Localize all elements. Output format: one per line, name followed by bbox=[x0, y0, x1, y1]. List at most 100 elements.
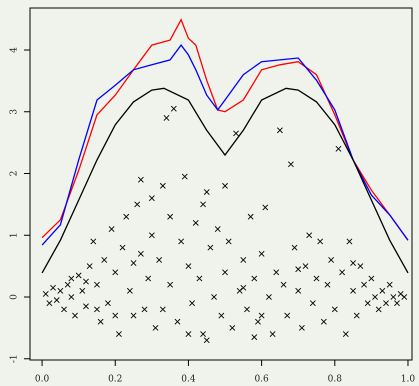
point bbox=[75, 272, 82, 279]
point bbox=[401, 294, 408, 300]
point bbox=[207, 244, 214, 251]
point bbox=[185, 331, 192, 337]
point bbox=[386, 281, 393, 288]
point bbox=[50, 284, 56, 291]
point bbox=[222, 269, 228, 276]
x-tick-label: 0.2 bbox=[108, 375, 122, 385]
point bbox=[189, 300, 196, 307]
point bbox=[269, 331, 276, 337]
point bbox=[390, 294, 397, 300]
point bbox=[141, 306, 148, 313]
point bbox=[317, 238, 324, 245]
x-tick-label: 0.8 bbox=[328, 375, 343, 385]
point bbox=[42, 291, 49, 297]
point bbox=[167, 213, 174, 220]
point bbox=[178, 238, 185, 245]
y-tick-label: 2 bbox=[10, 171, 20, 177]
point bbox=[108, 226, 115, 232]
point bbox=[181, 173, 188, 180]
point bbox=[156, 257, 163, 263]
point bbox=[313, 275, 320, 282]
point bbox=[174, 318, 181, 325]
point bbox=[94, 281, 100, 288]
point bbox=[46, 300, 53, 307]
point bbox=[159, 306, 166, 313]
point bbox=[94, 306, 100, 313]
point bbox=[68, 294, 75, 300]
point bbox=[368, 275, 375, 282]
point bbox=[112, 312, 119, 319]
point bbox=[112, 269, 119, 276]
point bbox=[240, 257, 247, 263]
point bbox=[90, 238, 97, 245]
point bbox=[302, 263, 309, 270]
point bbox=[258, 312, 265, 319]
point bbox=[383, 300, 389, 307]
point bbox=[309, 300, 316, 307]
point bbox=[163, 115, 170, 121]
point bbox=[130, 260, 137, 266]
point bbox=[137, 176, 144, 183]
x-tick-label: 0.0 bbox=[35, 375, 50, 385]
point bbox=[276, 127, 283, 134]
point bbox=[218, 312, 225, 319]
point bbox=[284, 312, 291, 319]
point bbox=[200, 331, 206, 337]
point bbox=[295, 266, 302, 273]
point bbox=[115, 331, 122, 337]
point bbox=[105, 300, 111, 307]
point bbox=[350, 260, 357, 266]
point bbox=[64, 281, 71, 288]
point bbox=[196, 275, 203, 282]
point bbox=[280, 281, 287, 288]
point bbox=[346, 238, 353, 245]
point bbox=[170, 105, 177, 112]
point bbox=[83, 303, 89, 310]
point bbox=[295, 287, 302, 294]
point bbox=[86, 263, 93, 270]
point bbox=[72, 312, 78, 319]
point bbox=[200, 201, 206, 208]
point bbox=[342, 331, 349, 337]
point bbox=[79, 287, 86, 294]
point bbox=[101, 257, 108, 263]
point bbox=[148, 195, 155, 202]
point bbox=[53, 297, 60, 304]
x-tick-label: 0.6 bbox=[254, 375, 269, 385]
y-tick-label: 3 bbox=[10, 109, 20, 115]
point bbox=[192, 219, 199, 226]
y-tick-label: -1 bbox=[10, 354, 20, 363]
point bbox=[203, 189, 210, 195]
point bbox=[240, 284, 247, 291]
point bbox=[379, 287, 386, 294]
point bbox=[244, 306, 250, 313]
point bbox=[258, 250, 265, 257]
point bbox=[331, 306, 338, 313]
point bbox=[273, 269, 280, 276]
point bbox=[251, 334, 258, 341]
point bbox=[298, 324, 305, 331]
point bbox=[57, 287, 64, 294]
point bbox=[203, 337, 210, 344]
point bbox=[134, 201, 141, 208]
point bbox=[68, 275, 75, 282]
point bbox=[83, 278, 89, 285]
line bbox=[41, 87, 409, 274]
point bbox=[214, 226, 221, 232]
plot-frame bbox=[29, 7, 413, 361]
point bbox=[353, 312, 360, 319]
point bbox=[229, 324, 236, 331]
point bbox=[126, 287, 133, 294]
point bbox=[350, 287, 357, 294]
point bbox=[324, 281, 331, 288]
point bbox=[291, 244, 298, 251]
point bbox=[211, 294, 217, 300]
point bbox=[266, 294, 272, 300]
point bbox=[119, 244, 126, 251]
point bbox=[61, 306, 67, 313]
point bbox=[225, 238, 232, 245]
point bbox=[357, 263, 364, 270]
y-tick-label: 0 bbox=[10, 294, 20, 300]
point bbox=[287, 161, 294, 168]
point bbox=[394, 300, 400, 307]
